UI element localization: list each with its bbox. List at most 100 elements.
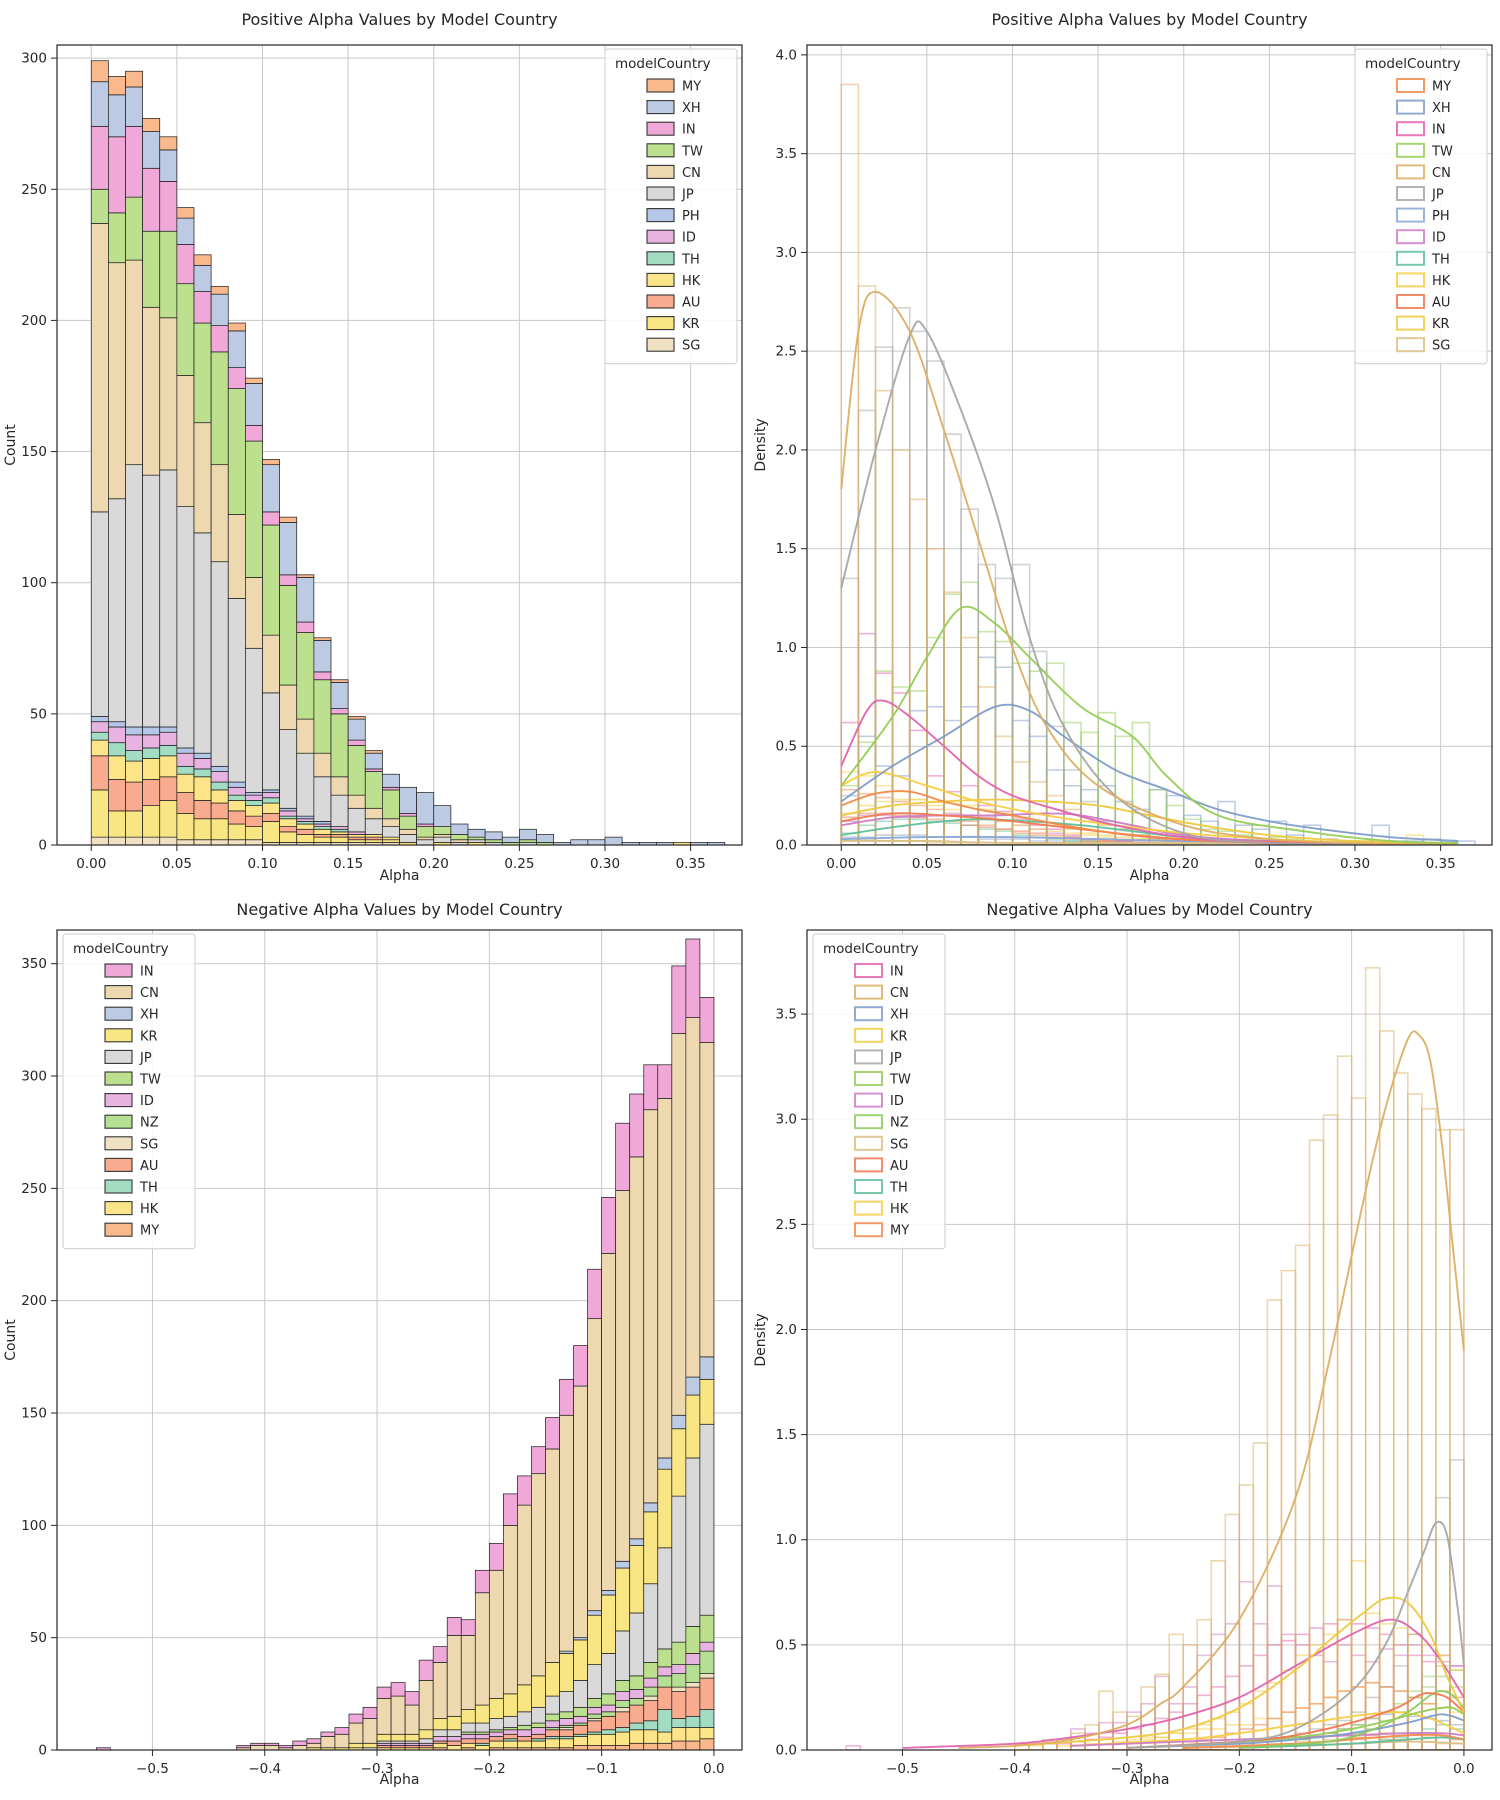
- bar-segment-KR: [382, 839, 400, 843]
- legend-label-XH: XH: [890, 1008, 909, 1023]
- bar-segment-AU: [227, 810, 246, 825]
- bar-segment-HK: [142, 758, 161, 780]
- bar-segment-XH: [142, 131, 161, 169]
- bar-segment-CN: [210, 464, 229, 563]
- y-tick-label: 0: [38, 838, 47, 854]
- legend-label-TW: TW: [1431, 144, 1453, 159]
- bar-segment-KR: [176, 813, 195, 841]
- legend-label-XH: XH: [682, 101, 701, 116]
- bar-segment-KR: [587, 1614, 602, 1665]
- bar-segment-ID: [245, 794, 263, 801]
- bar-segment-IN: [236, 1745, 252, 1749]
- bar-segment-IN: [320, 1731, 336, 1737]
- bar-segment-NZ: [685, 1664, 701, 1683]
- bar-segment-XH: [519, 828, 537, 841]
- bar-segment-TH: [90, 731, 109, 741]
- bar-segment-JP: [545, 1695, 560, 1715]
- bar-segment-AU: [671, 1691, 687, 1719]
- kde-line-XH: [1126, 1713, 1465, 1749]
- x-axis-label: Alpha: [379, 1772, 420, 1788]
- bar-segment-HK: [432, 1742, 448, 1749]
- legend-swatch-TW: [1396, 142, 1425, 158]
- bar-segment-JP: [699, 1423, 715, 1616]
- y-tick-label: 300: [21, 1069, 47, 1085]
- bar-segment-AU: [643, 1700, 659, 1722]
- plot-body: [90, 60, 726, 845]
- legend-label-TH: TH: [1431, 252, 1450, 267]
- x-tick-label: −0.4: [248, 1761, 281, 1777]
- x-tick-label: −0.5: [886, 1761, 919, 1777]
- bar-segment-HK: [587, 1733, 602, 1746]
- bar-segment-HK: [446, 1745, 462, 1750]
- bar-segment-JP: [142, 474, 161, 728]
- bar-segment-PH: [245, 792, 263, 796]
- bar-segment-IN: [278, 1745, 294, 1749]
- bar-segment-TW: [159, 230, 178, 319]
- bar-segment-ID: [176, 752, 195, 767]
- bar-segment-CN: [330, 776, 349, 796]
- chart-title: Negative Alpha Values by Model Country: [236, 900, 563, 919]
- axis-ticks: −0.5 −0.4 −0.3 −0.2 −0.1 0.0 0 50 100 150 200 250 30…: [21, 956, 724, 1777]
- bar-segment-KR: [108, 810, 126, 838]
- bar-segment-XH: [176, 217, 195, 245]
- bar-segment-IN: [264, 1742, 280, 1746]
- bar-segment-JP: [657, 1547, 673, 1650]
- y-tick-label: 0.5: [776, 1637, 797, 1653]
- legend-swatch-JP: [646, 186, 675, 201]
- bar-segment-TH: [142, 747, 161, 759]
- bar-segment-CN: [176, 375, 195, 507]
- bar-segment-CN: [159, 317, 178, 471]
- bar-segment-TH: [643, 1720, 659, 1731]
- legend-swatch-MY: [104, 1222, 133, 1237]
- bar-segment-HK: [262, 802, 280, 814]
- bar-segment-MY: [330, 679, 349, 683]
- bar-segment-XH: [467, 828, 486, 838]
- bar-segment-KR: [364, 839, 383, 843]
- x-tick-label: 0.05: [162, 856, 192, 872]
- bar-segment-MY: [193, 254, 212, 266]
- bar-segment-HK: [671, 1727, 687, 1742]
- x-tick-label: −0.4: [998, 1761, 1031, 1777]
- bar-segment-TW: [364, 771, 383, 809]
- bar-segment-XH: [262, 464, 280, 513]
- y-tick-label: 2.0: [776, 1322, 797, 1338]
- bar-segment-CN: [245, 577, 263, 649]
- bar-segment-HK: [460, 1742, 476, 1749]
- bar-segment-AU: [474, 1738, 490, 1744]
- legend-swatch-CN: [646, 164, 675, 179]
- legend-swatch-JP: [1396, 186, 1425, 201]
- kde-line-CN: [958, 1030, 1465, 1749]
- bar-segment-AU: [262, 813, 280, 822]
- legend-swatch-XH: [646, 100, 675, 115]
- legend-swatch-SG: [646, 337, 675, 352]
- bar-segment-CN: [615, 1190, 631, 1562]
- x-axis-label: Alpha: [379, 868, 420, 884]
- bar-segment-AU: [488, 1736, 504, 1742]
- legend-swatch-TH: [646, 251, 675, 266]
- x-tick-label: 0.10: [247, 856, 277, 872]
- bar-segment-TH: [210, 781, 229, 791]
- legend-box: [812, 933, 946, 1250]
- bar-segment-HK: [176, 773, 195, 793]
- bar-segment-MY: [296, 574, 315, 578]
- bar-segment-NZ: [671, 1673, 687, 1688]
- bar-segment-KR: [227, 823, 246, 841]
- bar-segment-XH: [313, 640, 332, 673]
- bar-segment-JP: [193, 532, 212, 754]
- bar-segment-XH: [657, 1457, 673, 1470]
- legend-swatch-AU: [854, 1157, 883, 1173]
- legend-swatch-KR: [854, 1027, 883, 1043]
- bar-segment-HK: [488, 1740, 504, 1749]
- x-tick-label: −0.2: [1223, 1761, 1256, 1777]
- bar-segment-TW: [416, 826, 435, 838]
- y-axis-label: Density: [753, 1313, 769, 1366]
- bar-segment-CN: [671, 1032, 687, 1416]
- bar-segment-HK: [296, 823, 315, 830]
- bar-segment-MY: [313, 637, 332, 641]
- bar-segment-PH: [279, 807, 298, 812]
- bar-segment-IN: [210, 325, 229, 353]
- legend-swatch-KR: [646, 316, 675, 331]
- bar-segment-ID: [474, 1733, 490, 1740]
- bar-segment-HK: [108, 755, 126, 780]
- bar-segment-CN: [503, 1524, 518, 1695]
